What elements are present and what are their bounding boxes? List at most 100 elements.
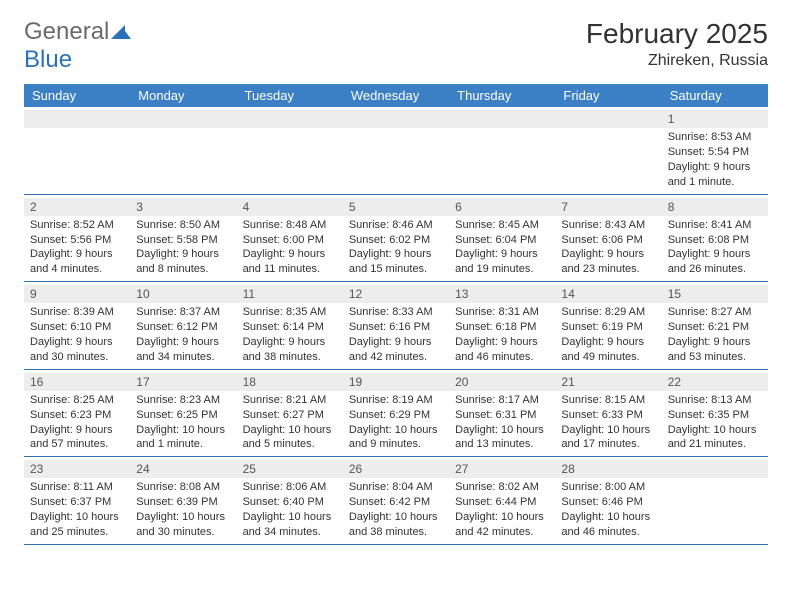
sunrise-text: Sunrise: 8:41 AM	[668, 218, 762, 233]
sunset-text: Sunset: 6:08 PM	[668, 233, 762, 248]
sunset-text: Sunset: 6:46 PM	[561, 495, 655, 510]
daylight-text: Daylight: 9 hours and 19 minutes.	[455, 247, 549, 277]
day-number: 8	[662, 200, 675, 214]
day-cell: 12Sunrise: 8:33 AMSunset: 6:16 PMDayligh…	[343, 282, 449, 369]
day-number: 24	[130, 462, 149, 476]
daylight-text: Daylight: 10 hours and 34 minutes.	[243, 510, 337, 540]
day-cell: 23Sunrise: 8:11 AMSunset: 6:37 PMDayligh…	[24, 457, 130, 544]
day-number: 28	[555, 462, 574, 476]
sunset-text: Sunset: 5:58 PM	[136, 233, 230, 248]
weeks-container: 1Sunrise: 8:53 AMSunset: 5:54 PMDaylight…	[24, 107, 768, 545]
day-cell: 27 Sunrise: 8:02 AMSunset: 6:44 PMDayligh…	[449, 457, 555, 544]
weekday-header-row: Sunday Monday Tuesday Wednesday Thursday…	[24, 84, 768, 107]
day-cell: 5Sunrise: 8:46 AMSunset: 6:02 PMDaylight…	[343, 195, 449, 282]
daylight-text: Daylight: 9 hours and 57 minutes.	[30, 423, 124, 453]
week-row: 23Sunrise: 8:11 AMSunset: 6:37 PMDayligh…	[24, 457, 768, 545]
daylight-text: Daylight: 10 hours and 21 minutes.	[668, 423, 762, 453]
day-number: 5	[343, 200, 356, 214]
sunset-text: Sunset: 6:12 PM	[136, 320, 230, 335]
header: General Blue February 2025 Zhireken, Rus…	[24, 18, 768, 74]
sunset-text: Sunset: 5:56 PM	[30, 233, 124, 248]
sunset-text: Sunset: 6:29 PM	[349, 408, 443, 423]
day-cell: 13Sunrise: 8:31 AMSunset: 6:18 PMDayligh…	[449, 282, 555, 369]
day-number-row	[237, 110, 343, 128]
daylight-text: Daylight: 10 hours and 13 minutes.	[455, 423, 549, 453]
sunrise-text: Sunrise: 8:29 AM	[561, 305, 655, 320]
day-cell: 4Sunrise: 8:48 AMSunset: 6:00 PMDaylight…	[237, 195, 343, 282]
sunset-text: Sunset: 6:06 PM	[561, 233, 655, 248]
day-number: 3	[130, 200, 143, 214]
day-number-row	[449, 110, 555, 128]
day-details: Sunrise: 8:13 AMSunset: 6:35 PMDaylight:…	[668, 393, 762, 452]
day-number: 16	[24, 375, 43, 389]
day-cell: 7Sunrise: 8:43 AMSunset: 6:06 PMDaylight…	[555, 195, 661, 282]
weekday-monday: Monday	[130, 84, 236, 107]
sunrise-text: Sunrise: 8:39 AM	[30, 305, 124, 320]
day-details: Sunrise: 8:37 AMSunset: 6:12 PMDaylight:…	[136, 305, 230, 364]
sunrise-text: Sunrise: 8:50 AM	[136, 218, 230, 233]
day-number-row: 27	[449, 460, 555, 478]
sunset-text: Sunset: 6:23 PM	[30, 408, 124, 423]
weekday-friday: Friday	[555, 84, 661, 107]
day-number: 9	[24, 287, 37, 301]
day-cell: 16Sunrise: 8:25 AMSunset: 6:23 PMDayligh…	[24, 370, 130, 457]
logo-part1: General	[24, 18, 109, 45]
daylight-text: Daylight: 10 hours and 25 minutes.	[30, 510, 124, 540]
day-number-row: 26	[343, 460, 449, 478]
day-number: 25	[237, 462, 256, 476]
sunrise-text: Sunrise: 8:31 AM	[455, 305, 549, 320]
day-number-row: 5	[343, 198, 449, 216]
day-number-row: 23	[24, 460, 130, 478]
daylight-text: Daylight: 9 hours and 49 minutes.	[561, 335, 655, 365]
daylight-text: Daylight: 10 hours and 1 minute.	[136, 423, 230, 453]
sunset-text: Sunset: 6:37 PM	[30, 495, 124, 510]
logo-part2: Blue	[24, 46, 72, 73]
weekday-sunday: Sunday	[24, 84, 130, 107]
weekday-tuesday: Tuesday	[237, 84, 343, 107]
day-cell: 18Sunrise: 8:21 AMSunset: 6:27 PMDayligh…	[237, 370, 343, 457]
sunrise-text: Sunrise: 8:15 AM	[561, 393, 655, 408]
day-details: Sunrise: 8:45 AMSunset: 6:04 PMDaylight:…	[455, 218, 549, 277]
day-number: 26	[343, 462, 362, 476]
sunset-text: Sunset: 6:02 PM	[349, 233, 443, 248]
daylight-text: Daylight: 9 hours and 42 minutes.	[349, 335, 443, 365]
day-cell: 17 Sunrise: 8:23 AMSunset: 6:25 PMDayligh…	[130, 370, 236, 457]
day-number-row: 16	[24, 373, 130, 391]
sunset-text: Sunset: 6:27 PM	[243, 408, 337, 423]
day-details: Sunrise: 8:29 AMSunset: 6:19 PMDaylight:…	[561, 305, 655, 364]
day-cell: 25 Sunrise: 8:06 AMSunset: 6:40 PMDayligh…	[237, 457, 343, 544]
day-details: Sunrise: 8:48 AMSunset: 6:00 PMDaylight:…	[243, 218, 337, 277]
sunset-text: Sunset: 6:44 PM	[455, 495, 549, 510]
day-details: Sunrise: 8:02 AMSunset: 6:44 PMDaylight:…	[455, 480, 549, 539]
day-number: 12	[343, 287, 362, 301]
day-number: 19	[343, 375, 362, 389]
sunrise-text: Sunrise: 8:37 AM	[136, 305, 230, 320]
day-number-row: 21	[555, 373, 661, 391]
sunrise-text: Sunrise: 8:53 AM	[668, 130, 762, 145]
day-number-row	[130, 110, 236, 128]
day-cell: 8Sunrise: 8:41 AMSunset: 6:08 PMDaylight…	[662, 195, 768, 282]
day-number: 21	[555, 375, 574, 389]
sunrise-text: Sunrise: 8:48 AM	[243, 218, 337, 233]
day-details: Sunrise: 8:06 AMSunset: 6:40 PMDaylight:…	[243, 480, 337, 539]
title-block: February 2025 Zhireken, Russia	[586, 18, 768, 70]
sunrise-text: Sunrise: 8:13 AM	[668, 393, 762, 408]
day-number: 17	[130, 375, 149, 389]
sunset-text: Sunset: 6:19 PM	[561, 320, 655, 335]
sunrise-text: Sunrise: 8:21 AM	[243, 393, 337, 408]
day-cell: 14Sunrise: 8:29 AMSunset: 6:19 PMDayligh…	[555, 282, 661, 369]
daylight-text: Daylight: 9 hours and 4 minutes.	[30, 247, 124, 277]
day-details: Sunrise: 8:23 AMSunset: 6:25 PMDaylight:…	[136, 393, 230, 452]
day-cell: 26Sunrise: 8:04 AMSunset: 6:42 PMDayligh…	[343, 457, 449, 544]
sunrise-text: Sunrise: 8:23 AM	[136, 393, 230, 408]
sunset-text: Sunset: 6:33 PM	[561, 408, 655, 423]
sunrise-text: Sunrise: 8:45 AM	[455, 218, 549, 233]
day-cell	[555, 107, 661, 194]
sunset-text: Sunset: 6:39 PM	[136, 495, 230, 510]
weekday-thursday: Thursday	[449, 84, 555, 107]
day-details: Sunrise: 8:08 AMSunset: 6:39 PMDaylight:…	[136, 480, 230, 539]
sunrise-text: Sunrise: 8:02 AM	[455, 480, 549, 495]
sunset-text: Sunset: 6:18 PM	[455, 320, 549, 335]
weekday-saturday: Saturday	[662, 84, 768, 107]
day-number: 7	[555, 200, 568, 214]
